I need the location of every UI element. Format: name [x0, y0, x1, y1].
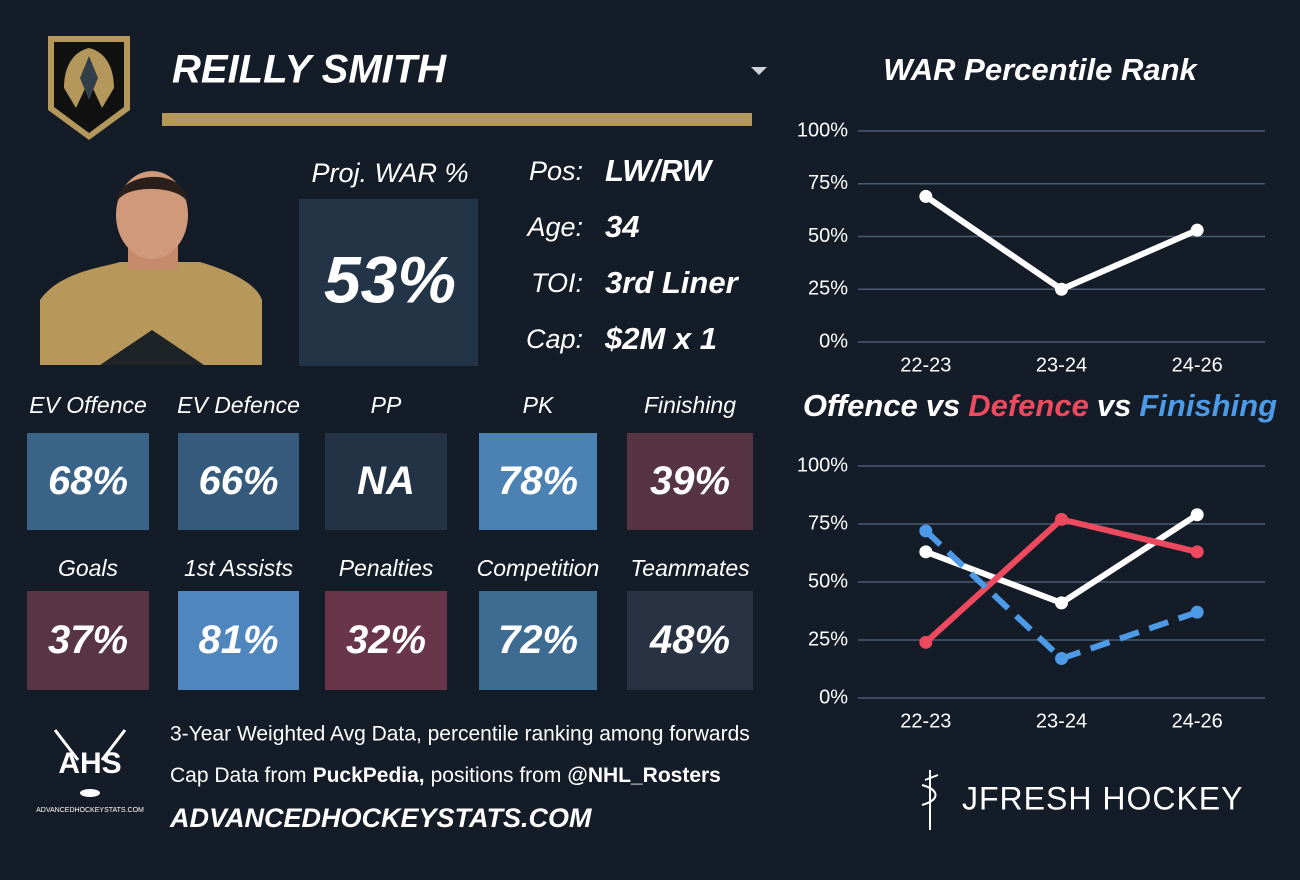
stat-tile [325, 433, 447, 530]
stat-label: Finishing [644, 392, 736, 418]
legend-entry: Defence [968, 388, 1089, 423]
gold-bar [162, 113, 752, 126]
series-point [919, 635, 933, 649]
stat-tile [325, 591, 447, 690]
y-tick-label: 75% [808, 512, 848, 534]
series-point [1055, 512, 1068, 526]
y-tick-label: 25% [808, 628, 848, 650]
stat-value: 78% [498, 459, 578, 503]
series-point [919, 545, 933, 559]
stat-tile [27, 591, 149, 690]
stat-label: Goals [58, 555, 119, 581]
stat-tile [479, 591, 597, 690]
x-tick-label: 24-26 [1172, 710, 1223, 732]
x-tick-label: 23-24 [1036, 710, 1087, 732]
y-tick-label: 75% [808, 172, 848, 194]
stat-label: 1st Assists [184, 555, 294, 581]
stat-label: Penalties [339, 555, 434, 581]
info-label: Age: [525, 212, 583, 242]
info-label: Cap: [526, 324, 583, 354]
y-tick-label: 0% [819, 330, 848, 352]
info-value: 3rd Liner [605, 265, 740, 300]
series-point [1055, 652, 1068, 666]
stat-tile [479, 433, 597, 530]
stat-value: 81% [198, 618, 278, 662]
series-point [919, 189, 933, 203]
stat-tile [178, 433, 299, 530]
player-name: REILLY SMITH [172, 48, 447, 92]
y-tick-label: 0% [819, 686, 848, 708]
chart-title: Offence vs Defence vs Finishing [803, 388, 1277, 423]
proj-war-value: 53% [324, 242, 456, 316]
stat-label: PP [371, 392, 402, 418]
team-logo [48, 36, 130, 140]
stat-value: 39% [650, 459, 730, 503]
ahs-logo-caption: ADVANCEDHOCKEYSTATS.COM [36, 807, 144, 814]
stat-label: PK [523, 392, 555, 418]
player-photo [40, 171, 262, 365]
stat-label: EV Defence [177, 392, 300, 418]
y-tick-label: 100% [797, 119, 848, 141]
stat-label: Teammates [630, 555, 750, 581]
stat-tile [627, 591, 753, 690]
y-tick-label: 100% [797, 454, 848, 476]
x-tick-label: 24-26 [1172, 354, 1223, 376]
series-point [1190, 545, 1204, 559]
info-label: Pos: [529, 156, 583, 186]
credit-part: PuckPedia, [313, 764, 425, 787]
title-joiner: vs [1097, 388, 1131, 423]
stat-tile [178, 591, 299, 690]
series-point [1055, 596, 1068, 610]
footer-credits: Cap Data from PuckPedia, positions from @NH… [170, 764, 721, 787]
proj-war-box [299, 199, 478, 366]
title-joiner: vs [926, 388, 960, 423]
x-tick-label: 23-24 [1036, 354, 1087, 376]
proj-war-label: Proj. WAR % [311, 158, 468, 188]
stat-value: 37% [48, 618, 128, 662]
stat-label: EV Offence [29, 392, 147, 418]
footer-note: 3-Year Weighted Avg Data, percentile ran… [170, 723, 750, 746]
dropdown-arrow[interactable] [751, 67, 767, 75]
y-tick-label: 50% [808, 570, 848, 592]
info-value: 34 [605, 209, 639, 244]
info-value: LW/RW [605, 153, 714, 188]
info-value: $2M x 1 [604, 321, 717, 356]
y-tick-label: 50% [808, 225, 848, 247]
stat-value: 32% [346, 618, 426, 662]
stat-value: 66% [198, 459, 278, 503]
stat-tile [27, 433, 149, 530]
series-point [919, 524, 933, 538]
legend-entry: Offence [803, 388, 918, 423]
chart-title: WAR Percentile Rank [883, 52, 1198, 87]
stat-value: 48% [649, 618, 730, 662]
stat-label: Competition [477, 555, 600, 581]
info-label: TOI: [531, 268, 583, 298]
series-point [1190, 508, 1204, 522]
stat-tile [627, 433, 753, 530]
series-point [1190, 605, 1204, 619]
x-tick-label: 22-23 [900, 710, 951, 732]
series-point [1190, 223, 1204, 237]
stat-value: NA [357, 459, 415, 503]
credit-part: positions from [431, 764, 562, 787]
series-point [1055, 282, 1068, 296]
legend-entry: Finishing [1139, 388, 1277, 423]
credit-part: @NHL_Rosters [567, 764, 721, 787]
brand: JFRESH HOCKEY [962, 780, 1243, 816]
jfresh-logo-art [921, 770, 939, 830]
x-tick-label: 22-23 [900, 354, 951, 376]
stat-value: 68% [48, 459, 128, 503]
ahs-logo-art [53, 729, 127, 797]
ahs-logo: AHS [58, 747, 121, 780]
credit-part: Cap Data from [170, 764, 307, 787]
stat-value: 72% [498, 618, 578, 662]
site-link[interactable]: ADVANCEDHOCKEYSTATS.COM [169, 803, 592, 833]
y-tick-label: 25% [808, 278, 848, 300]
